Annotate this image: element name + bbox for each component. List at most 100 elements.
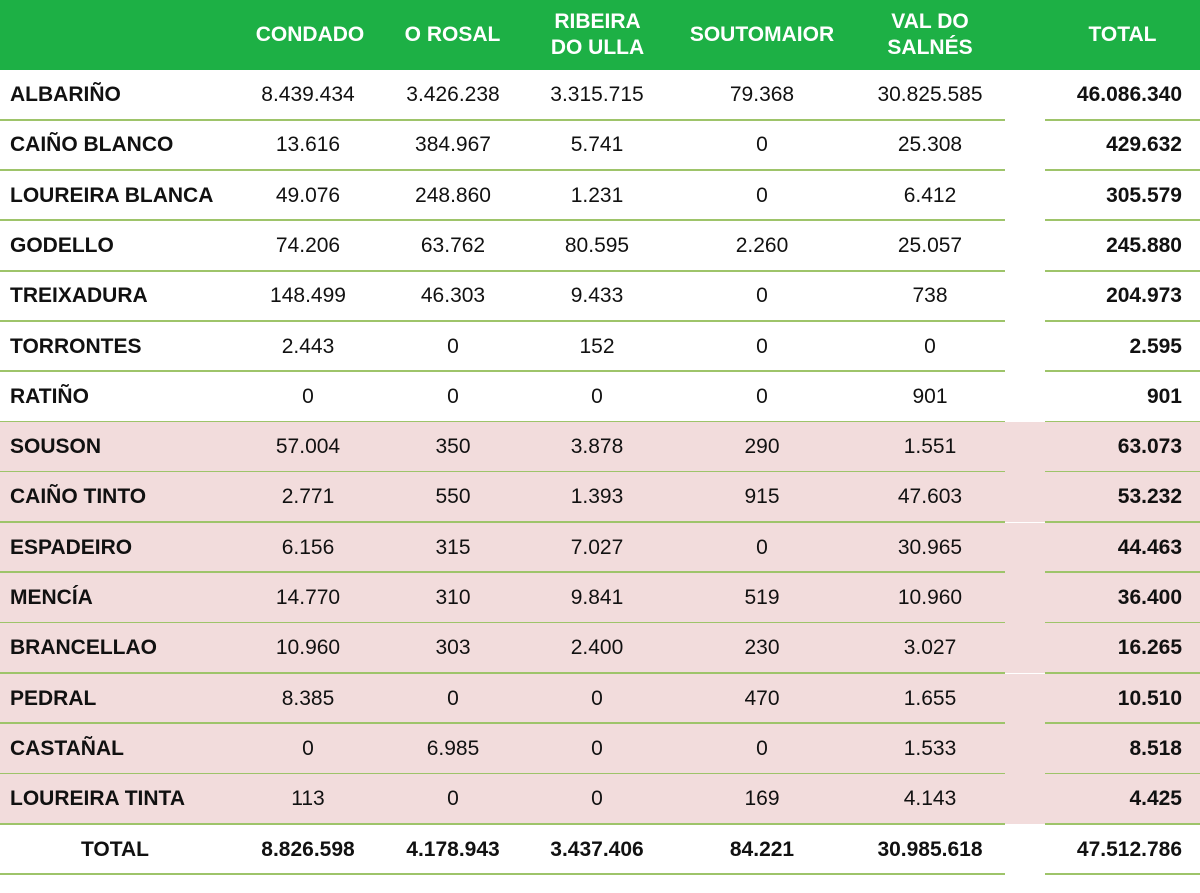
value-cell: 25.057 — [897, 233, 963, 257]
value-cell: 7.027 — [570, 535, 624, 559]
variety-name: CAIÑO TINTO — [10, 485, 147, 509]
row-divider — [0, 420, 1005, 423]
variety-name: ESPADEIRO — [10, 535, 133, 559]
table-header: CONDADO O ROSAL RIBEIRA DO ULLA SOUTOMAI… — [0, 0, 1200, 70]
value-cell: 915 — [744, 485, 780, 509]
value-cell: 8.826.598 — [261, 837, 355, 861]
value-cell: 0 — [591, 384, 603, 408]
table-row: MENCÍA 14.770 310 9.841 519 10.960 36.400 — [0, 573, 1200, 624]
row-divider — [1045, 219, 1200, 222]
table-row: LOUREIRA BLANCA 49.076 248.860 1.231 0 6.412 3… — [0, 171, 1200, 222]
row-divider — [0, 219, 1005, 222]
row-total-cell: 47.512.786 — [1076, 837, 1182, 861]
row-divider — [0, 772, 1005, 775]
value-cell: 0 — [447, 384, 459, 408]
variety-name: LOUREIRA BLANCA — [10, 183, 214, 207]
value-cell: 0 — [756, 284, 768, 308]
value-cell: 303 — [435, 636, 471, 660]
value-cell: 0 — [924, 334, 936, 358]
table-row: LOUREIRA TINTA 113 0 0 169 4.143 4.425 — [0, 774, 1200, 825]
row-total-cell: 245.880 — [1106, 233, 1182, 257]
value-cell: 49.076 — [275, 183, 341, 207]
variety-name: ALBARIÑO — [10, 83, 121, 106]
row-divider — [0, 470, 1005, 473]
row-divider — [1045, 822, 1200, 825]
variety-name: CASTAÑAL — [10, 736, 124, 760]
row-divider — [0, 672, 1005, 675]
variety-name: GODELLO — [10, 233, 114, 257]
table-row: BRANCELLAO 10.960 303 2.400 230 3.027 16.265 — [0, 623, 1200, 675]
value-cell: 550 — [435, 485, 471, 509]
value-cell: 4.143 — [903, 787, 957, 811]
value-cell: 1.231 — [570, 183, 624, 207]
value-cell: 0 — [447, 686, 459, 710]
value-cell: 8.385 — [281, 686, 335, 710]
value-cell: 9.841 — [570, 586, 624, 609]
value-cell: 148.499 — [270, 284, 346, 308]
table-row: PEDRAL 8.385 0 0 470 1.655 10.510 — [0, 673, 1200, 725]
header-cell-condado: CONDADO — [255, 23, 365, 46]
row-total-cell: 8.518 — [1129, 736, 1182, 760]
value-cell: 0 — [756, 334, 768, 358]
value-cell: 470 — [744, 686, 780, 710]
value-cell: 0 — [756, 384, 768, 408]
row-divider — [1045, 621, 1200, 624]
row-divider — [1045, 269, 1200, 272]
value-cell: 0 — [756, 535, 768, 559]
row-total-cell: 4.425 — [1129, 787, 1182, 811]
row-divider — [1045, 169, 1200, 172]
row-divider — [1045, 873, 1200, 876]
row-divider — [0, 722, 1005, 725]
row-divider — [1045, 370, 1200, 373]
row-divider — [0, 118, 1005, 121]
value-cell: 10.960 — [275, 636, 341, 660]
value-cell: 230 — [744, 636, 780, 660]
row-divider — [0, 873, 1005, 876]
value-cell: 315 — [435, 535, 471, 559]
row-total-cell: 10.510 — [1117, 686, 1182, 710]
row-total-cell: 2.595 — [1129, 334, 1182, 358]
header-cell-ribeira-do-ulla: RIBEIRA DO ULLA — [550, 10, 645, 59]
value-cell: 30.965 — [897, 535, 963, 559]
value-cell: 6.985 — [426, 736, 480, 760]
row-divider — [1045, 118, 1200, 121]
row-total-cell: 36.400 — [1117, 586, 1182, 609]
value-cell: 0 — [756, 736, 768, 760]
row-total-cell: 305.579 — [1106, 183, 1182, 207]
value-cell: 0 — [591, 686, 603, 710]
header-cell-total: TOTAL — [1088, 23, 1157, 46]
value-cell: 3.426.238 — [406, 83, 500, 106]
variety-name: PEDRAL — [10, 686, 97, 710]
row-total-cell: 46.086.340 — [1076, 83, 1182, 106]
value-cell: 0 — [302, 736, 314, 760]
value-cell: 519 — [744, 586, 780, 609]
value-cell: 4.178.943 — [406, 837, 500, 861]
value-cell: 14.770 — [275, 586, 341, 609]
variety-name: TORRONTES — [10, 334, 142, 358]
value-cell: 1.551 — [903, 435, 957, 459]
variety-name: BRANCELLAO — [10, 636, 157, 660]
value-cell: 384.967 — [415, 133, 491, 157]
value-cell: 310 — [435, 586, 471, 609]
table-row: ESPADEIRO 6.156 315 7.027 0 30.965 44.463 — [0, 522, 1200, 574]
table-row: RATIÑO 0 0 0 0 901 901 — [0, 372, 1200, 423]
row-divider — [1045, 722, 1200, 725]
variety-name: RATIÑO — [10, 384, 89, 408]
value-cell: 84.221 — [729, 837, 795, 861]
value-cell: 350 — [435, 435, 471, 459]
header-cell-val-do-salnes: VAL DO SALNÉS — [887, 10, 973, 59]
row-divider — [1045, 470, 1200, 473]
table-row: SOUSON 57.004 350 3.878 290 1.551 63.073 — [0, 422, 1200, 473]
value-cell: 0 — [447, 334, 459, 358]
value-cell: 248.860 — [415, 183, 491, 207]
value-cell: 0 — [591, 736, 603, 760]
value-cell: 25.308 — [897, 133, 963, 157]
value-cell: 2.443 — [281, 334, 335, 358]
row-divider — [1045, 772, 1200, 775]
table-row: CASTAÑAL 0 6.985 0 0 1.533 8.518 — [0, 723, 1200, 775]
row-divider — [1045, 521, 1200, 524]
row-divider — [1045, 571, 1200, 574]
value-cell: 3.027 — [903, 636, 957, 660]
value-cell: 30.985.618 — [877, 837, 983, 861]
row-total-cell: 429.632 — [1106, 133, 1182, 157]
